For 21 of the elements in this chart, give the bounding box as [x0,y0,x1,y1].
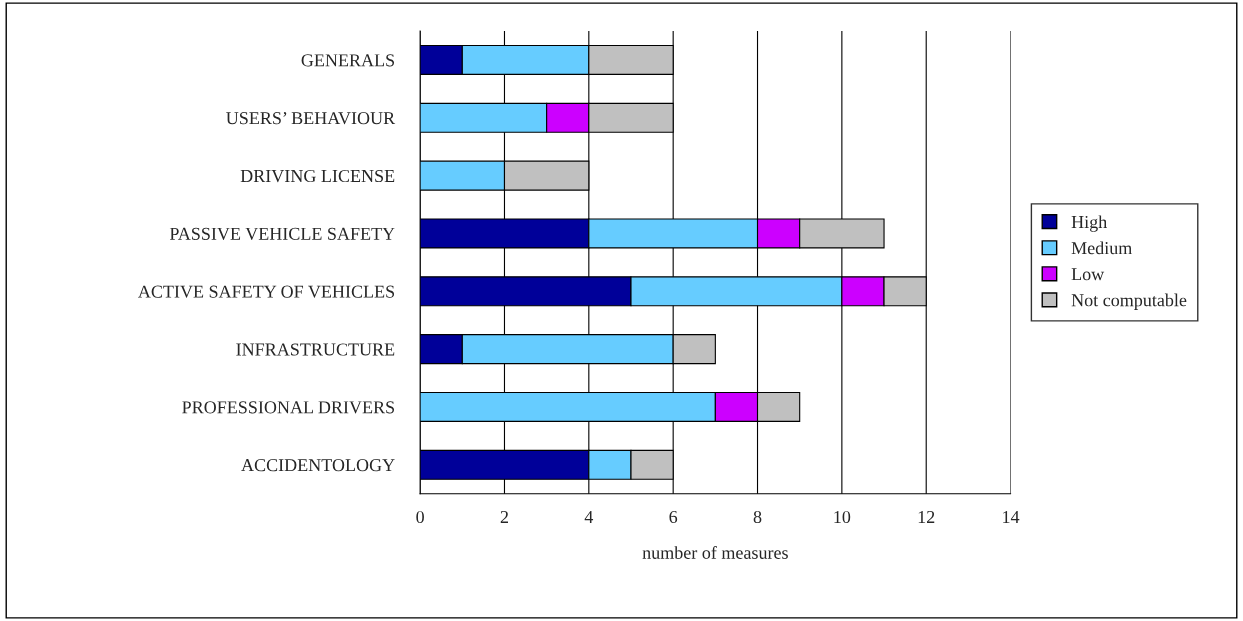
y-tick-label: PASSIVE VEHICLE SAFETY [169,227,395,240]
x-tick-label: 10 [834,510,851,524]
x-tick-label: 8 [753,510,762,524]
x-axis-title: number of measures [642,546,788,559]
y-tick-label: PROFESSIONAL DRIVERS [182,401,395,414]
x-tick-label: 2 [500,510,508,523]
x-tick-label: 12 [918,510,935,523]
legend-label: High [1071,215,1107,232]
x-tick-label: 14 [1003,510,1020,523]
y-tick-label: ACCIDENTOLOGY [241,459,395,472]
y-tick-label: GENERALS [301,54,395,67]
y-tick-label: DRIVING LICENSE [240,169,395,183]
legend-label: Not computable [1071,293,1187,310]
y-tick-label: INFRASTRUCTURE [236,343,395,356]
y-tick-label: USERS’ BEHAVIOUR [226,112,396,125]
x-tick-label: 4 [584,511,594,523]
legend-label: Low [1071,268,1105,281]
legend-label: Medium [1071,241,1133,255]
x-tick-label: 0 [416,510,424,524]
x-tick-label: 6 [669,510,678,524]
y-tick-label: ACTIVE SAFETY OF VEHICLES [138,285,395,298]
